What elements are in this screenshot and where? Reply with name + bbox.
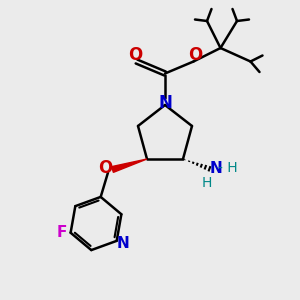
Text: F: F — [57, 225, 68, 240]
Text: N: N — [117, 236, 130, 251]
Text: H: H — [202, 176, 212, 190]
Text: - H: - H — [218, 161, 238, 175]
Text: N: N — [158, 94, 172, 112]
Text: O: O — [98, 159, 112, 177]
Text: O: O — [188, 46, 202, 64]
Polygon shape — [112, 159, 147, 172]
Text: N: N — [210, 160, 222, 175]
Text: O: O — [128, 46, 142, 64]
